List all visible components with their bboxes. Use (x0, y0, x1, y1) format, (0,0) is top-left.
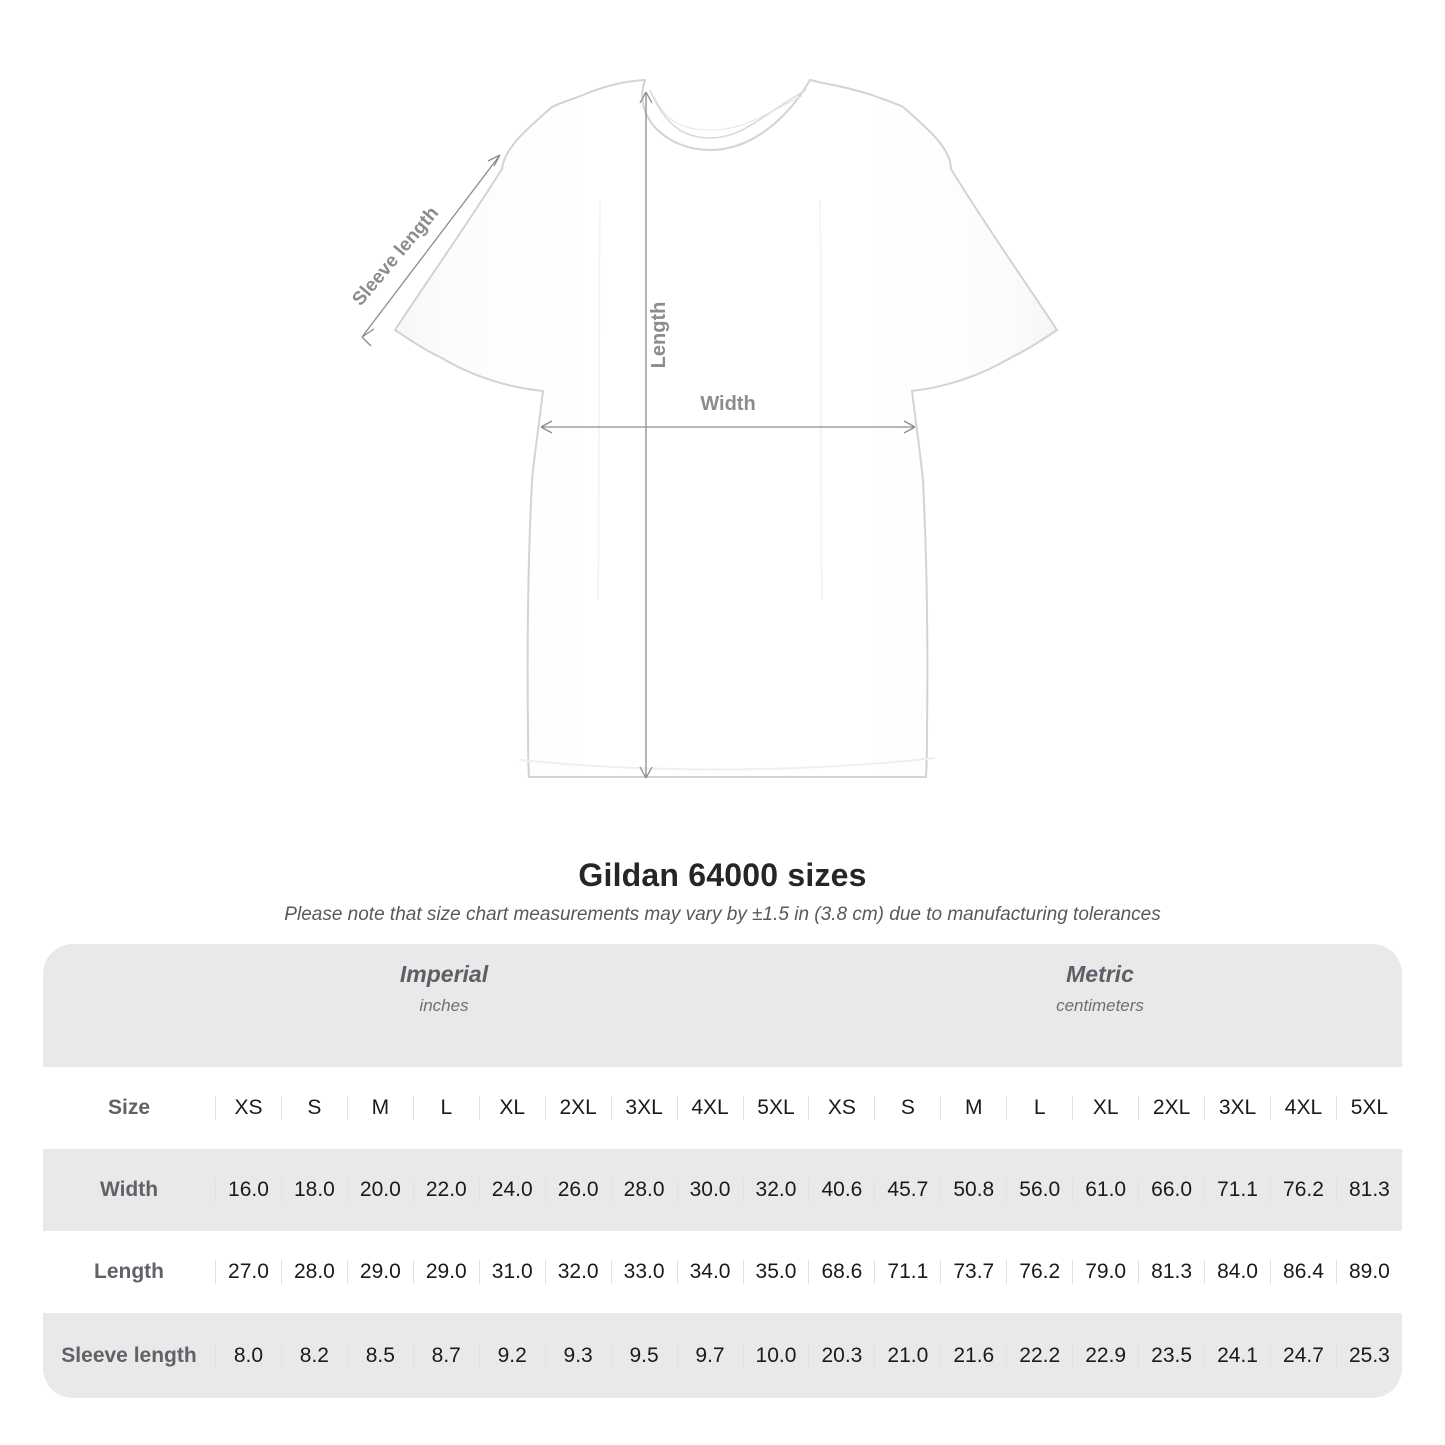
svg-text:Width: Width (700, 393, 755, 415)
svg-text:Length: Length (648, 302, 670, 369)
